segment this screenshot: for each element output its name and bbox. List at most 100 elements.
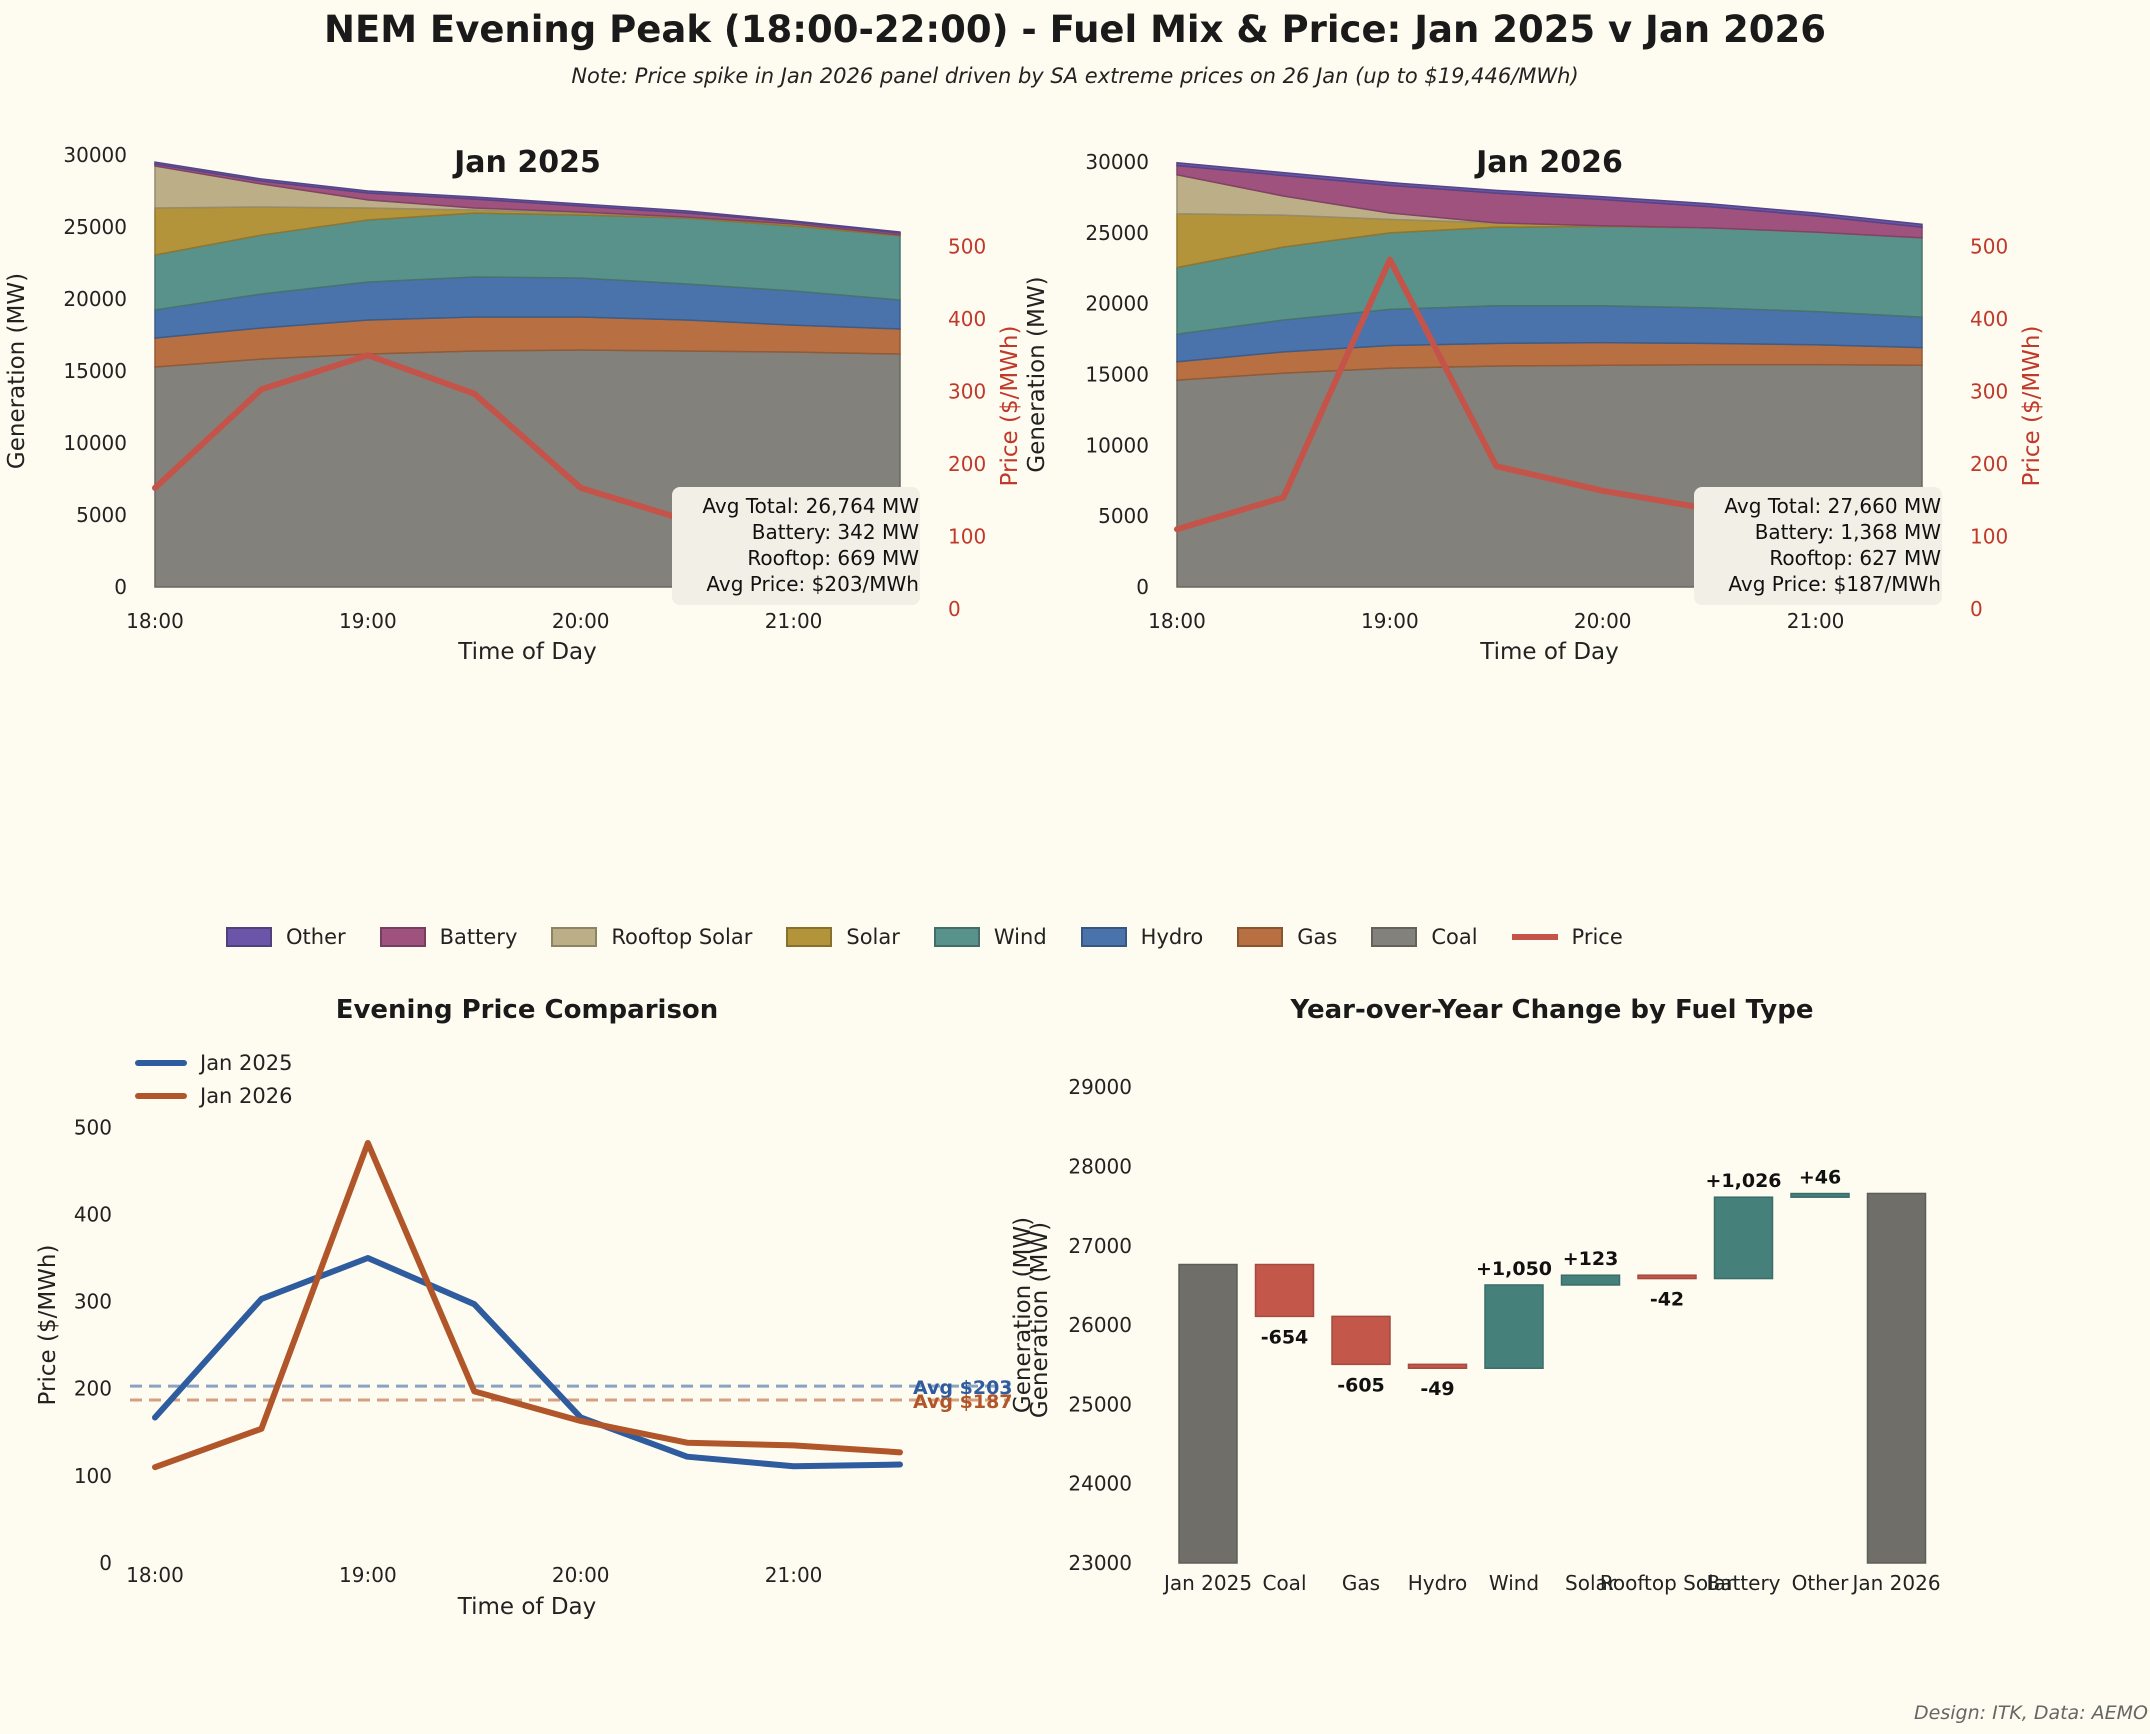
legend-label: Wind — [993, 925, 1047, 949]
chart-price-comparison: Evening Price Comparison 0 100 200 300 400 500… — [35, 995, 1036, 1620]
y-axis-label: Generation (MW) — [4, 273, 30, 469]
ghost-axis-label: Generation (MW) — [1010, 1217, 1036, 1413]
x-tick-label: 20:00 — [552, 1563, 610, 1587]
y-tick-label: 15000 — [63, 359, 127, 383]
area-other — [154, 161, 901, 234]
y-right-tick-label: 0 — [1970, 597, 1983, 621]
annotation-line: Rooftop: 627 MW — [1769, 546, 1941, 570]
price-line-jan-2025 — [152, 1255, 903, 1470]
annotation-line: Avg Price: $203/MWh — [706, 572, 919, 596]
legend-label: Gas — [1297, 925, 1338, 949]
legend-label: Coal — [1431, 925, 1478, 949]
y-tick-label: 5000 — [1098, 504, 1149, 528]
x-tick-label: 19:00 — [339, 609, 397, 633]
y-tick-label: 26000 — [1068, 1313, 1132, 1337]
x-tick-label: 19:00 — [339, 1563, 397, 1587]
bar-total-jan-2026 — [1866, 1192, 1927, 1564]
y-right-tick-label: 100 — [1970, 525, 2008, 549]
legend-item-hydro: Hydro — [1080, 925, 1203, 949]
bar-change-wind — [1484, 1284, 1544, 1369]
legend-item-other: Other — [226, 925, 346, 949]
legend-swatch-rooftop-solar — [551, 927, 598, 947]
y-tick-label: 20000 — [1085, 292, 1149, 316]
panel-title: Evening Price Comparison — [336, 995, 719, 1025]
y-right-tick-label: 0 — [948, 597, 961, 621]
x-tick-label: 20:00 — [552, 609, 610, 633]
panel-title: Jan 2026 — [1474, 145, 1623, 180]
figure-subtitle: Note: Price spike in Jan 2026 panel driv… — [571, 64, 1579, 88]
fuel-legend: Other Battery Rooftop Solar Solar Wind Hydro G… — [226, 922, 1657, 952]
chart-jan-2026: Jan 2026 0 5000 10000 15000 20000 25000 30000 0 1… — [1024, 145, 2045, 665]
x-tick-label: Rooftop Solar — [1600, 1571, 1735, 1595]
data-label: -605 — [1337, 1374, 1385, 1396]
x-tick-label: Wind — [1489, 1571, 1539, 1595]
data-label: -42 — [1650, 1289, 1684, 1311]
x-tick-label: 20:00 — [1574, 609, 1632, 633]
x-tick-label: Jan 2026 — [1850, 1571, 1940, 1595]
bar-total-jan-2025 — [1178, 1263, 1238, 1564]
legend-item-gas: Gas — [1237, 925, 1337, 949]
y-axis-label: Price ($/MWh) — [35, 1245, 61, 1406]
y-right-tick-label: 400 — [948, 307, 986, 331]
y-tick-label: 5000 — [76, 503, 127, 527]
avg-label: Avg $203 — [913, 1377, 1013, 1399]
y-tick-label: 0 — [114, 575, 127, 599]
y-right-tick-label: 200 — [948, 452, 986, 476]
bar-change-solar — [1560, 1274, 1621, 1286]
chart-jan-2025: Jan 2025 0 5000 10000 15000 20000 25000 30000 0 1… — [4, 143, 1023, 665]
legend-item-wind: Wind — [933, 925, 1047, 949]
bar-change-rooftop-solar — [1637, 1274, 1697, 1280]
y-tick-label: 10000 — [1085, 433, 1149, 457]
y-tick-label: 27000 — [1068, 1234, 1132, 1258]
annotation-line: Avg Price: $187/MWh — [1728, 572, 1941, 596]
x-axis-label: Time of Day — [457, 1594, 597, 1620]
annotation-line: Avg Total: 26,764 MW — [702, 494, 919, 518]
annotation-box — [672, 487, 920, 605]
legend-swatch-coal — [1371, 927, 1418, 947]
y-tick-label: 28000 — [1068, 1155, 1132, 1179]
annotation-line: Battery: 1,368 MW — [1755, 520, 1942, 544]
legend-label: Other — [286, 925, 346, 949]
x-tick-label: Coal — [1262, 1571, 1306, 1595]
y-tick-label: 500 — [74, 1115, 112, 1139]
x-axis-label: Time of Day — [457, 639, 597, 665]
panel-title: Jan 2025 — [452, 145, 601, 180]
bar-change-battery — [1713, 1196, 1774, 1280]
y-axis-label: Generation (MW) — [1024, 276, 1050, 472]
x-tick-label: Battery — [1706, 1571, 1780, 1595]
y-tick-label: 29000 — [1068, 1075, 1132, 1099]
y-tick-label: 300 — [74, 1290, 112, 1314]
legend-swatch-gas — [1237, 927, 1284, 947]
legend-item-price: Price — [1511, 925, 1623, 949]
x-tick-label: 18:00 — [1148, 609, 1206, 633]
y-right-axis-label: Price ($/MWh) — [2019, 326, 2045, 487]
y-tick-label: 0 — [1136, 575, 1149, 599]
legend-label: Battery — [439, 925, 518, 949]
legend-label: Price — [1571, 925, 1623, 949]
annotation-line: Rooftop: 669 MW — [747, 546, 919, 570]
legend-swatch-wind — [933, 927, 980, 947]
x-tick-label: 18:00 — [126, 609, 184, 633]
legend-line-price — [1511, 934, 1558, 940]
legend-swatch-battery — [379, 927, 426, 947]
legend-label: Jan 2026 — [198, 1084, 293, 1108]
y-tick-label: 30000 — [63, 143, 127, 167]
legend-swatch-other — [226, 927, 272, 947]
y-right-tick-label: 200 — [1970, 452, 2008, 476]
y-tick-label: 100 — [74, 1464, 112, 1488]
legend-swatch-hydro — [1080, 927, 1127, 947]
bar-change-hydro — [1407, 1363, 1468, 1369]
panel-title: Year-over-Year Change by Fuel Type — [1290, 995, 1814, 1025]
data-label: +1,026 — [1705, 1170, 1781, 1192]
x-tick-label: Jan 2025 — [1162, 1571, 1252, 1595]
y-tick-label: 200 — [74, 1377, 112, 1401]
bar-change-coal — [1254, 1263, 1315, 1318]
x-tick-label: Solar — [1565, 1571, 1617, 1595]
data-label: +123 — [1563, 1248, 1619, 1270]
legend-swatch-solar — [786, 927, 833, 947]
annotation-line: Battery: 342 MW — [752, 520, 919, 544]
y-tick-label: 30000 — [1085, 150, 1149, 174]
data-label: +46 — [1799, 1167, 1841, 1189]
y-tick-label: 0 — [99, 1551, 112, 1575]
y-right-tick-label: 500 — [948, 235, 986, 259]
